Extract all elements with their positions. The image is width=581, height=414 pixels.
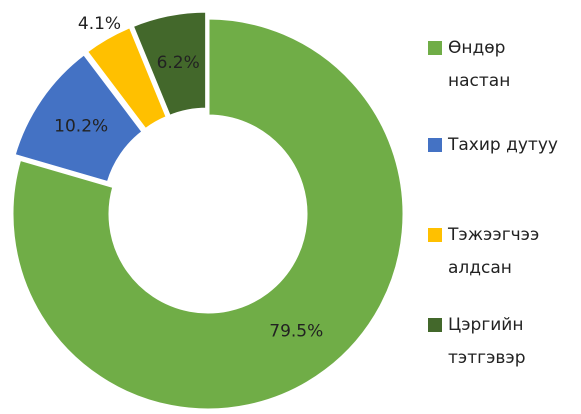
data-label: 10.2% xyxy=(54,117,108,137)
data-label: 6.2% xyxy=(157,53,200,73)
slice xyxy=(84,24,170,132)
data-label: 79.5% xyxy=(269,322,323,342)
legend-swatch xyxy=(428,228,442,242)
data-label: 4.1% xyxy=(78,14,121,34)
legend-label: Өндөр настан xyxy=(448,38,510,91)
legend-label: Тахир дутуу xyxy=(447,135,558,155)
legend-swatch xyxy=(428,138,442,152)
legend-label: Цэргийн тэтгэвэр xyxy=(448,315,526,368)
slice xyxy=(12,51,146,185)
slice xyxy=(130,9,209,119)
legend-label: Тэжээгчээ алдсан xyxy=(447,225,539,278)
slice xyxy=(10,16,406,412)
legend-swatch xyxy=(428,41,442,55)
legend-swatch xyxy=(428,318,442,332)
